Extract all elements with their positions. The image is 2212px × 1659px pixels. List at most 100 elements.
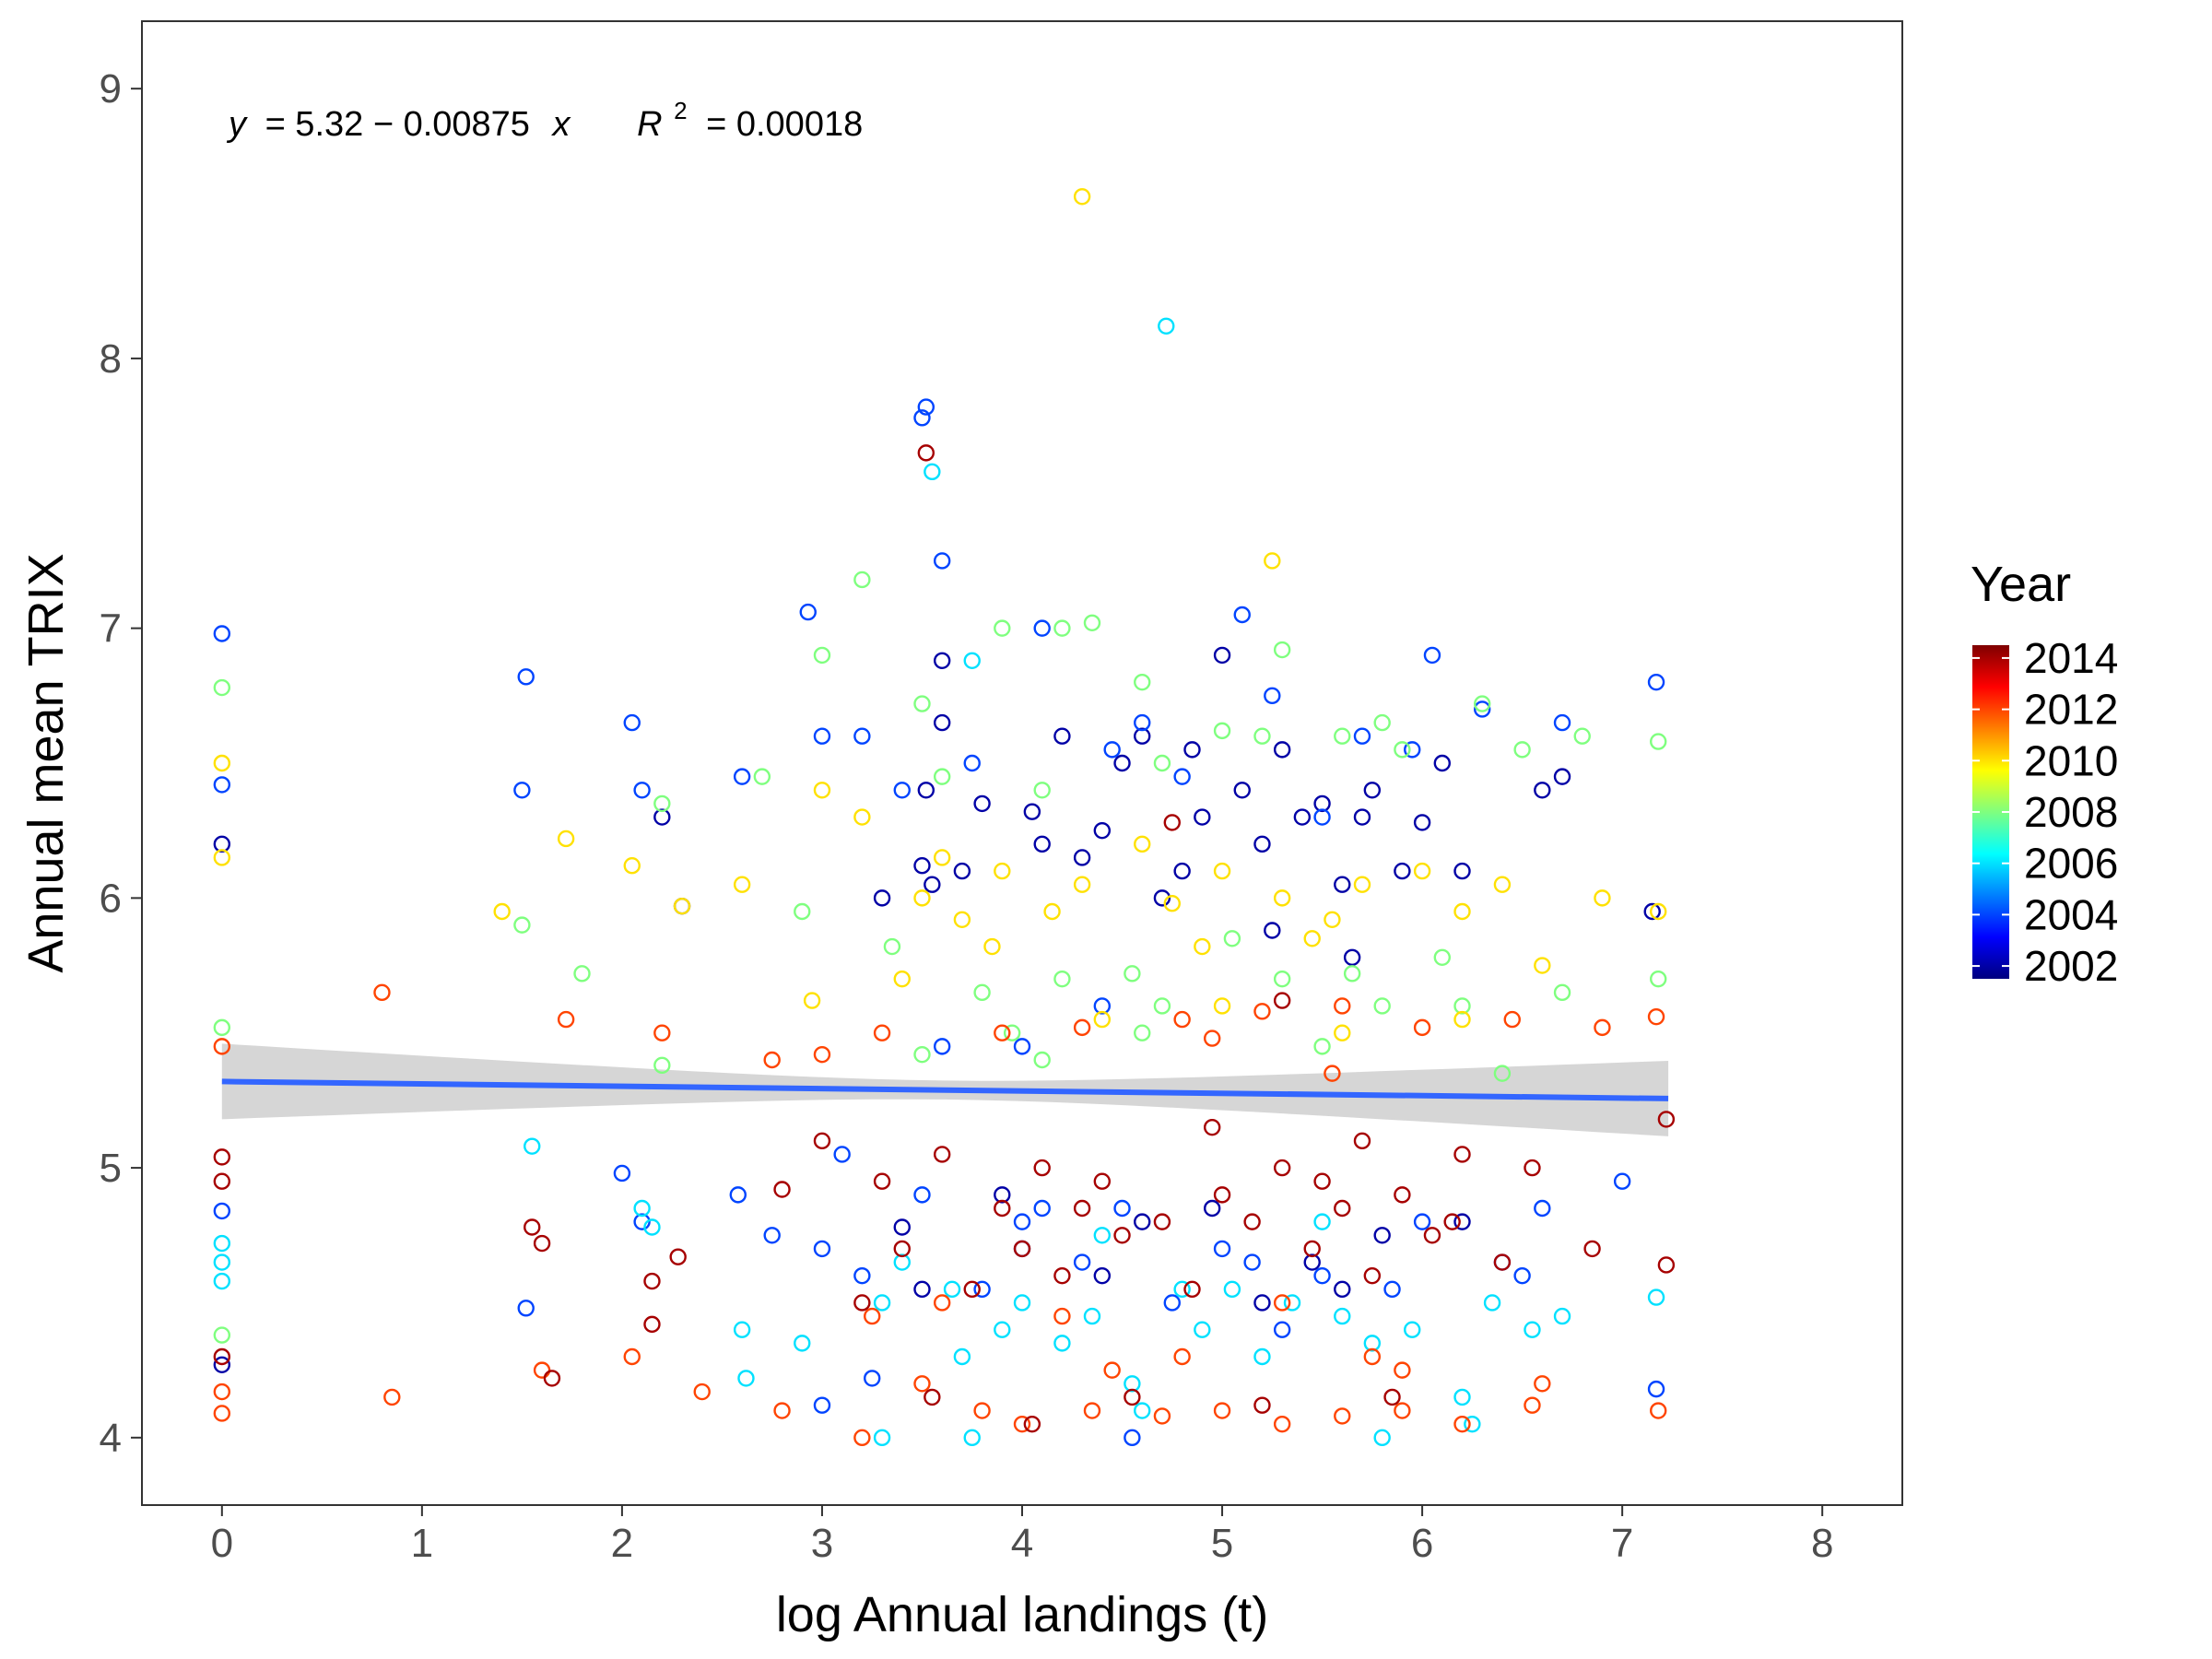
data-point	[1453, 997, 1471, 1015]
data-point	[1334, 876, 1351, 893]
y-axis-title: Annual mean TRIX	[18, 553, 74, 972]
data-point	[1404, 741, 1421, 759]
x-axis: 0 1 2 3 4 5 6 7 8	[211, 1505, 1833, 1566]
data-point	[1394, 1361, 1411, 1379]
data-point	[1303, 1253, 1321, 1271]
data-point	[1647, 1007, 1665, 1026]
data-point	[1443, 1213, 1461, 1230]
data-point	[1433, 754, 1451, 772]
x-tick-label: 4	[1011, 1521, 1033, 1566]
data-point	[994, 619, 1011, 637]
y-tick-label: 9	[100, 66, 122, 112]
data-point	[1013, 1213, 1031, 1230]
data-point	[773, 1402, 791, 1419]
data-point	[1394, 862, 1411, 880]
data-point	[1173, 1280, 1191, 1299]
data-point	[643, 1218, 661, 1236]
data-point	[1053, 970, 1071, 988]
data-point	[913, 1375, 931, 1393]
data-point	[1524, 1321, 1541, 1338]
data-point	[1404, 1321, 1421, 1338]
data-point	[1023, 1415, 1041, 1433]
data-point	[1433, 948, 1451, 966]
data-point	[1453, 862, 1471, 880]
data-point	[973, 983, 991, 1002]
data-point	[953, 1347, 971, 1366]
data-point	[953, 911, 971, 928]
data-point	[753, 768, 771, 785]
data-point	[1273, 889, 1291, 907]
data-point	[1334, 1280, 1351, 1299]
data-point	[1158, 317, 1175, 335]
data-point	[1423, 1227, 1441, 1244]
data-point	[213, 678, 231, 697]
data-point	[517, 668, 535, 686]
data-point	[1173, 1010, 1191, 1029]
data-point	[1474, 700, 1491, 718]
data-point	[1513, 741, 1531, 759]
data-point	[873, 889, 891, 907]
y-tick-label: 8	[100, 336, 122, 382]
data-point	[1313, 1266, 1331, 1285]
data-point	[1213, 1186, 1231, 1204]
data-point	[1553, 768, 1571, 785]
data-point	[1124, 965, 1141, 982]
regression-equation: y = 5.32 − 0.00875 x R 2 = 0.00018	[226, 88, 863, 144]
legend-label: 2014	[2024, 634, 2118, 682]
data-point	[1033, 619, 1051, 637]
data-point	[883, 937, 901, 956]
data-point	[557, 830, 575, 848]
legend-label: 2008	[2024, 788, 2118, 836]
data-point	[1033, 835, 1051, 853]
data-point	[1313, 794, 1331, 813]
data-point	[924, 463, 941, 481]
eq-y-var: y	[226, 105, 248, 144]
data-point	[1534, 1375, 1551, 1393]
data-point	[643, 1315, 661, 1334]
data-point	[1647, 1288, 1665, 1306]
data-point	[1343, 948, 1361, 966]
data-point	[913, 889, 931, 907]
data-point	[1153, 1213, 1171, 1230]
data-point	[533, 1234, 551, 1253]
data-point	[1334, 1024, 1351, 1041]
data-point	[1657, 1256, 1676, 1274]
data-point	[933, 652, 951, 669]
data-point	[524, 1218, 541, 1236]
data-point	[213, 835, 231, 853]
data-point	[994, 1321, 1011, 1338]
data-point	[1413, 814, 1431, 831]
data-point	[1073, 1018, 1091, 1037]
data-point	[1183, 741, 1201, 759]
data-point	[1650, 733, 1667, 750]
eq-part1: = 5.32 − 0.00875	[265, 105, 530, 144]
data-point	[1573, 727, 1591, 745]
data-point	[1493, 1065, 1512, 1082]
data-point	[893, 1218, 911, 1236]
data-point	[213, 1253, 231, 1271]
data-point	[1053, 727, 1071, 745]
data-point	[1163, 814, 1181, 831]
data-point	[1093, 821, 1112, 840]
data-point	[1033, 1051, 1051, 1069]
data-point	[383, 1388, 401, 1406]
data-point	[213, 1347, 231, 1366]
eq-r-part: = 0.00018	[706, 105, 863, 144]
data-point	[799, 603, 817, 621]
x-tick-label: 0	[211, 1521, 233, 1566]
data-point	[1253, 835, 1271, 853]
data-point	[1273, 970, 1291, 988]
data-point	[1153, 1407, 1171, 1425]
data-point	[1243, 1213, 1261, 1230]
data-point	[893, 970, 911, 988]
data-point	[1363, 1347, 1382, 1366]
data-point	[1083, 1307, 1101, 1325]
data-point	[1113, 754, 1131, 772]
data-point	[873, 1024, 891, 1041]
data-point	[1033, 782, 1051, 799]
data-point	[1093, 1172, 1112, 1190]
data-point	[1153, 997, 1171, 1015]
data-point	[573, 965, 591, 982]
data-point	[653, 1056, 671, 1075]
data-point	[1213, 646, 1231, 665]
